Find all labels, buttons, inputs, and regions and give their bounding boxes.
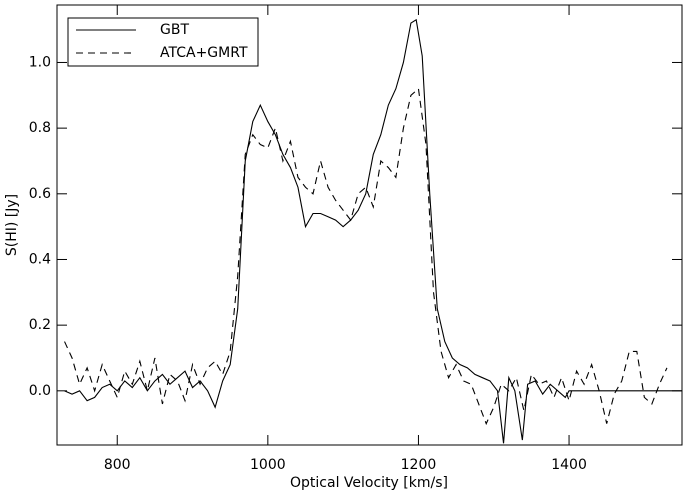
x-axis-label: Optical Velocity [km/s] — [290, 475, 448, 491]
x-tick-label: 1200 — [401, 457, 437, 473]
x-tick-label: 1400 — [551, 457, 587, 473]
x-tick-label: 1000 — [250, 457, 286, 473]
x-tick-label: 800 — [104, 457, 131, 473]
y-tick-label: 0.2 — [29, 317, 51, 333]
legend-label: GBT — [160, 22, 189, 38]
y-tick-label: 1.0 — [29, 54, 51, 70]
series-line — [64, 18, 682, 444]
legend-label: ATCA+GMRT — [160, 45, 248, 61]
series-line — [64, 87, 668, 426]
y-tick-label: 0.8 — [29, 120, 51, 136]
y-tick-label: 0.0 — [29, 383, 51, 399]
y-axis-label: S(HI) [Jy] — [4, 194, 20, 256]
legend-box — [67, 17, 259, 67]
y-tick-label: 0.6 — [29, 186, 51, 202]
plot-frame — [56, 4, 683, 446]
y-tick-label: 0.4 — [29, 251, 51, 267]
